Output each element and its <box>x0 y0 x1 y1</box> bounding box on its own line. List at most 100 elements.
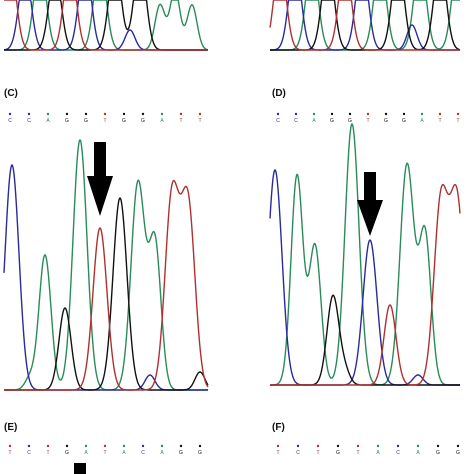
panel-label: (F) <box>272 422 285 433</box>
base-call: A <box>84 450 88 456</box>
trace <box>4 197 209 391</box>
base-dot <box>8 444 12 448</box>
base-call: G <box>348 118 352 124</box>
base-call: T <box>46 450 49 456</box>
chromatograms <box>3 0 461 391</box>
base-call: G <box>179 450 183 456</box>
base-dot <box>84 444 88 448</box>
base-dot <box>65 444 69 448</box>
base-call: G <box>384 118 388 124</box>
base-call: A <box>420 118 424 124</box>
base-dot <box>122 112 126 116</box>
base-call: T <box>198 118 201 124</box>
base-call: G <box>436 450 440 456</box>
base-dot <box>27 112 31 116</box>
base-dot <box>356 444 360 448</box>
base-call: T <box>179 118 182 124</box>
base-call: A <box>312 118 316 124</box>
base-dot <box>366 112 370 116</box>
base-call: A <box>416 450 420 456</box>
base-call: A <box>376 450 380 456</box>
trace <box>270 122 460 386</box>
base-call: T <box>103 118 106 124</box>
trace <box>270 0 460 51</box>
base-dot <box>198 444 202 448</box>
base-call: T <box>456 118 459 124</box>
base-dot <box>103 112 107 116</box>
base-dot <box>296 444 300 448</box>
base-call: C <box>27 118 31 124</box>
base-call: G <box>198 450 202 456</box>
base-call: T <box>366 118 369 124</box>
base-dot <box>46 112 50 116</box>
base-dot <box>141 112 145 116</box>
base-dot <box>179 444 183 448</box>
trace <box>269 0 460 51</box>
base-call: A <box>46 118 50 124</box>
base-dot <box>179 112 183 116</box>
arrow <box>357 172 383 236</box>
base-dot <box>84 112 88 116</box>
base-dot <box>160 112 164 116</box>
base-call: C <box>8 118 12 124</box>
base-call: A <box>122 450 126 456</box>
base-call: G <box>84 118 88 124</box>
base-dot <box>122 444 126 448</box>
trace <box>270 183 461 386</box>
base-dot <box>160 444 164 448</box>
base-dot <box>103 444 107 448</box>
panel-label: (D) <box>272 88 286 99</box>
base-call: C <box>296 450 300 456</box>
base-dot <box>330 112 334 116</box>
base-dot <box>402 112 406 116</box>
base-dot <box>348 112 352 116</box>
base-dot <box>276 112 280 116</box>
base-call: G <box>65 118 69 124</box>
base-call: T <box>356 450 359 456</box>
trace <box>4 179 209 391</box>
base-call: C <box>276 118 280 124</box>
base-call: G <box>402 118 406 124</box>
base-dot <box>27 444 31 448</box>
base-call: G <box>122 118 126 124</box>
base-call: G <box>456 450 460 456</box>
base-call: C <box>27 450 31 456</box>
base-call: C <box>396 450 400 456</box>
base-dot <box>276 444 280 448</box>
base-dot <box>316 444 320 448</box>
base-dot <box>141 444 145 448</box>
base-call: G <box>65 450 69 456</box>
base-dot <box>416 444 420 448</box>
base-call: T <box>8 450 11 456</box>
base-dot <box>46 444 50 448</box>
base-call: T <box>316 450 319 456</box>
base-dot <box>420 112 424 116</box>
base-dot <box>456 112 460 116</box>
base-call: T <box>276 450 279 456</box>
base-dot <box>198 112 202 116</box>
base-dot <box>436 444 440 448</box>
arrow <box>74 463 86 474</box>
base-dot <box>456 444 460 448</box>
base-call: A <box>160 118 164 124</box>
arrow <box>87 142 113 216</box>
base-dot <box>312 112 316 116</box>
base-call: T <box>103 450 106 456</box>
base-call: C <box>141 450 145 456</box>
base-dot <box>8 112 12 116</box>
panel-label: (E) <box>4 422 17 433</box>
base-call: C <box>294 118 298 124</box>
base-dot <box>384 112 388 116</box>
base-call: G <box>330 118 334 124</box>
base-call: T <box>438 118 441 124</box>
base-dot <box>396 444 400 448</box>
base-call: G <box>141 118 145 124</box>
base-call: A <box>160 450 164 456</box>
base-dot <box>65 112 69 116</box>
base-dot <box>294 112 298 116</box>
base-dot <box>438 112 442 116</box>
base-dot <box>336 444 340 448</box>
base-dot <box>376 444 380 448</box>
trace <box>4 0 208 51</box>
